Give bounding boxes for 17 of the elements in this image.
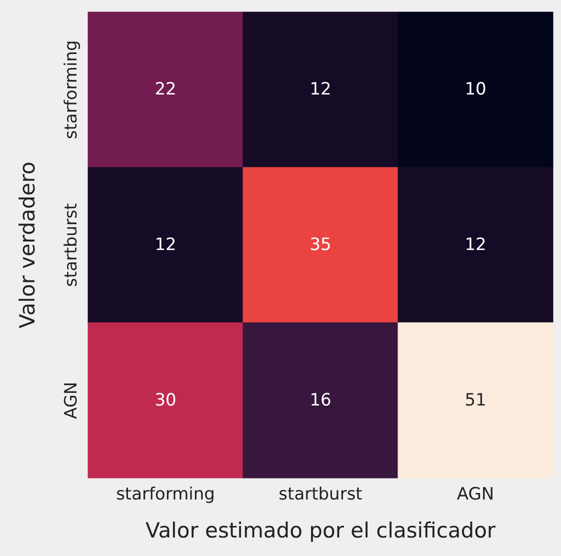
data-label: 16 (310, 390, 332, 410)
y-tick-label: starforming (62, 40, 82, 140)
data-label: 22 (154, 80, 176, 100)
x-tick-label: AGN (456, 484, 494, 504)
data-label: 12 (310, 80, 332, 100)
data-label: 12 (154, 235, 176, 255)
data-label: 12 (464, 235, 486, 255)
data-label: 51 (464, 390, 486, 410)
x-tick-label: startburst (278, 484, 363, 504)
data-label: 30 (154, 390, 176, 410)
x-tick-label: starforming (116, 484, 215, 504)
x-axis-title: Valor estimado por el clasificador (145, 518, 496, 542)
data-label: 10 (464, 80, 486, 100)
data-label: 35 (310, 235, 332, 255)
y-tick-label: AGN (62, 382, 82, 419)
y-axis-title: Valor verdadero (16, 162, 40, 328)
y-tick-label: startburst (62, 202, 82, 287)
